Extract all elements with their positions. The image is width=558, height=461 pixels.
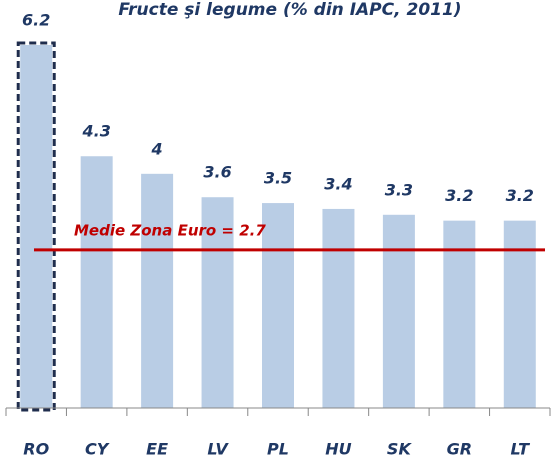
bar (322, 208, 355, 408)
x-tick-label: HU (325, 440, 351, 459)
x-tick-label: LT (511, 440, 531, 459)
bar (201, 197, 234, 408)
x-tick-label: CY (85, 440, 110, 459)
value-label: 3.6 (203, 163, 231, 182)
value-label: 3.3 (385, 180, 413, 199)
bar (382, 214, 415, 408)
x-tick-label: RO (23, 440, 49, 459)
value-label: 4 (151, 139, 163, 158)
x-tick-label: PL (267, 440, 289, 459)
value-label: 3.4 (324, 174, 352, 193)
value-label: 4.3 (81, 122, 110, 141)
chart-title: Fructe şi legume (% din IAPC, 2011) (118, 0, 461, 20)
value-label: 3.5 (264, 169, 292, 188)
x-tick-label: GR (447, 440, 472, 459)
x-tick-label: LV (207, 440, 229, 459)
bar (443, 220, 476, 408)
bar (262, 203, 294, 408)
highlight-frame (16, 41, 56, 412)
value-label: 3.2 (445, 186, 473, 205)
value-label: 3.2 (506, 186, 534, 205)
reference-label: Medie Zona Euro = 2.7 (74, 221, 266, 239)
x-tick-label: SK (387, 440, 413, 459)
x-tick-label: EE (146, 440, 168, 459)
bar (20, 45, 53, 408)
bar (503, 220, 536, 408)
bar (141, 173, 174, 408)
bar (80, 156, 113, 408)
value-label: 6.2 (22, 11, 50, 30)
